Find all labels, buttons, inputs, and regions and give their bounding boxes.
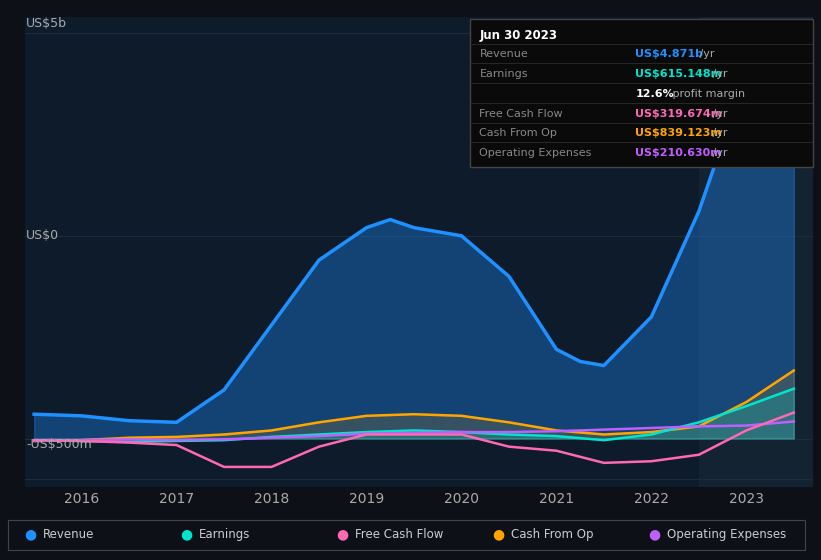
Text: Cash From Op: Cash From Op — [511, 528, 593, 542]
Text: US$615.148m: US$615.148m — [635, 69, 722, 79]
Text: US$4.871b: US$4.871b — [635, 49, 704, 59]
Text: Earnings: Earnings — [479, 69, 528, 79]
Text: US$319.674m: US$319.674m — [635, 109, 722, 119]
Bar — [699, 17, 813, 487]
Text: 12.6%: 12.6% — [635, 89, 674, 99]
Text: ●: ● — [181, 528, 193, 542]
Text: Operating Expenses: Operating Expenses — [667, 528, 786, 542]
Text: Jun 30 2023: Jun 30 2023 — [479, 29, 557, 41]
Text: ●: ● — [493, 528, 505, 542]
Text: /yr: /yr — [709, 109, 727, 119]
Text: ●: ● — [25, 528, 37, 542]
Text: Free Cash Flow: Free Cash Flow — [355, 528, 443, 542]
Text: /yr: /yr — [709, 148, 727, 158]
Text: Revenue: Revenue — [479, 49, 528, 59]
FancyBboxPatch shape — [470, 19, 813, 167]
Text: Earnings: Earnings — [199, 528, 250, 542]
Text: ●: ● — [649, 528, 661, 542]
Text: US$5b: US$5b — [26, 17, 67, 30]
Text: -US$500m: -US$500m — [26, 438, 92, 451]
Text: US$839.123m: US$839.123m — [635, 128, 722, 138]
Text: Free Cash Flow: Free Cash Flow — [479, 109, 563, 119]
Text: profit margin: profit margin — [669, 89, 745, 99]
Text: ●: ● — [337, 528, 349, 542]
Text: Cash From Op: Cash From Op — [479, 128, 557, 138]
Text: US$0: US$0 — [26, 229, 59, 242]
Text: /yr: /yr — [695, 49, 714, 59]
Text: Operating Expenses: Operating Expenses — [479, 148, 592, 158]
Text: /yr: /yr — [709, 69, 727, 79]
Text: /yr: /yr — [709, 128, 727, 138]
Text: Revenue: Revenue — [43, 528, 94, 542]
Text: US$210.630m: US$210.630m — [635, 148, 722, 158]
